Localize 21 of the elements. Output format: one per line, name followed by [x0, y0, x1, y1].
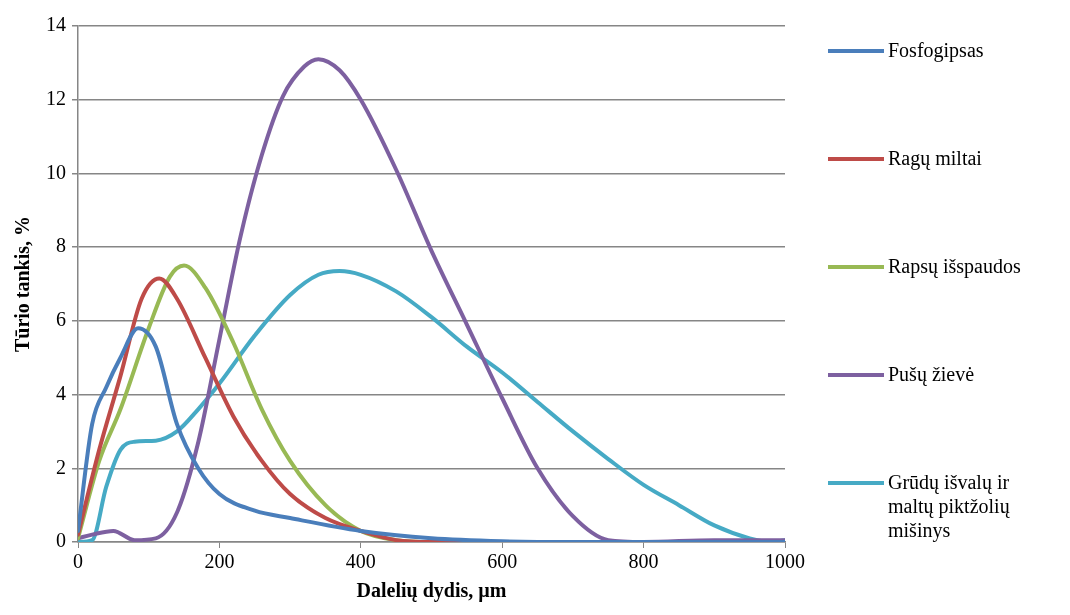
legend-label: Rapsų išspaudos — [888, 254, 1021, 278]
legend-label: Fosfogipsas — [888, 38, 984, 62]
y-tick-label: 6 — [56, 308, 66, 331]
y-tick-label: 12 — [46, 86, 66, 109]
x-tick-label: 400 — [345, 550, 376, 573]
legend-label: Pušų žievė — [888, 362, 975, 386]
y-tick-label: 2 — [56, 455, 66, 478]
legend-label: Ragų miltai — [888, 146, 982, 170]
y-axis-title: Tūrio tankis, % — [11, 215, 34, 353]
x-tick-label: 600 — [487, 550, 518, 573]
y-tick-label: 14 — [46, 13, 66, 36]
y-tick-label: 4 — [56, 381, 66, 404]
x-tick-label: 1000 — [765, 550, 805, 573]
y-tick-label: 8 — [56, 234, 66, 257]
legend-label: Grūdų išvalų ir maltų piktžolių mišinys — [888, 470, 1011, 542]
x-tick-label: 200 — [204, 550, 235, 573]
x-tick-label: 0 — [73, 550, 83, 573]
x-axis-title: Dalelių dydis, µm — [356, 579, 507, 603]
y-tick-label: 0 — [56, 529, 66, 552]
y-tick-label: 10 — [46, 160, 66, 183]
x-tick-label: 800 — [628, 550, 659, 573]
